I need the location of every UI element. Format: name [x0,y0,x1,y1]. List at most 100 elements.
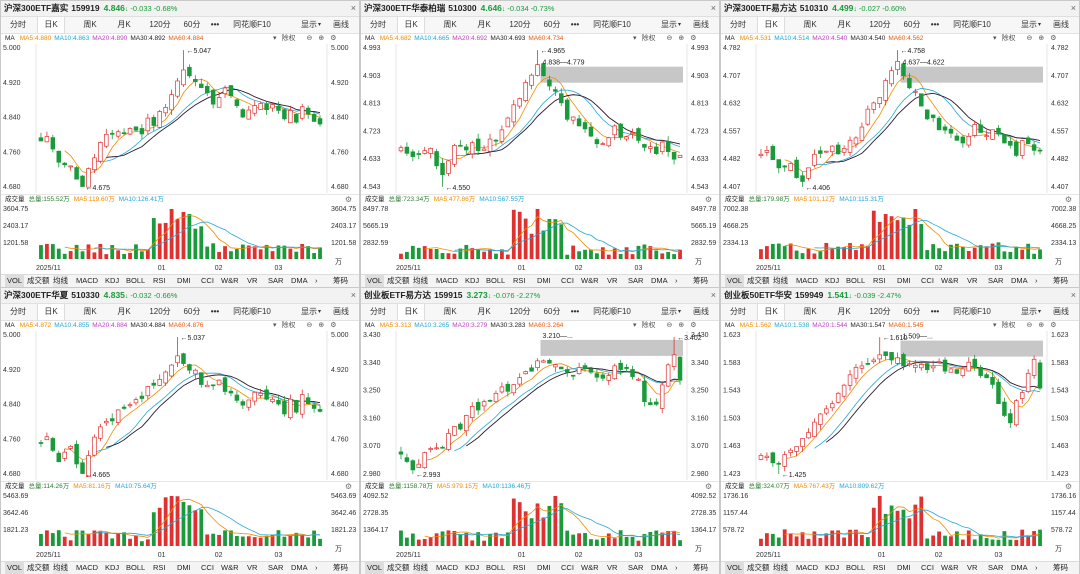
more-indicators-button[interactable]: › [315,276,318,285]
period-tab[interactable]: 月K [117,20,131,29]
more-periods-button[interactable]: ••• [570,20,580,29]
chevron-down-icon[interactable]: ▾ [633,35,639,42]
zoom-out-icon[interactable]: ⊖ [666,35,673,42]
adjust-toggle[interactable]: 除权 [641,322,656,329]
settings-icon[interactable]: ⚙ [690,322,697,329]
settings-icon[interactable]: ⚙ [1050,35,1057,42]
indicator-tab[interactable]: SAR [628,276,644,285]
kline-chart[interactable]: 5.000 5.000 4.920 4.920 4.840 4.840 4.760 4.760… [1,1,359,287]
close-panel-button[interactable]: × [710,290,716,300]
zoom-in-icon[interactable]: ⊕ [318,322,325,329]
indicator-tab[interactable]: VOL [725,275,745,287]
f10-tab[interactable]: 同花顺F10 [233,307,271,316]
period-tab[interactable]: 周K [83,20,97,29]
volume-settings-icon[interactable]: ⚙ [344,195,352,204]
kline-chart[interactable]: 3.430 3.430 3.340 3.340 3.250 3.250 3.160 3.160… [361,288,719,574]
indicator-tab[interactable]: CCI [561,276,574,285]
adjust-toggle[interactable]: 除权 [281,35,296,42]
display-menu[interactable]: 显示 [1021,20,1037,29]
period-tab[interactable]: 分时 [10,307,26,316]
indicator-tab[interactable]: SAR [268,276,284,285]
volume-settings-icon[interactable]: ⚙ [1064,482,1072,491]
adjust-toggle[interactable]: 除权 [1001,35,1016,42]
indicator-tab[interactable]: DMA [651,276,668,285]
more-periods-button[interactable]: ••• [210,20,220,29]
indicator-tab[interactable]: CCI [201,276,214,285]
indicator-tab[interactable]: W&R [941,563,959,572]
indicator-tab[interactable]: DMI [177,276,191,285]
indicator-tab[interactable]: 均线 [773,275,788,287]
indicator-tab[interactable]: CCI [201,563,214,572]
indicator-tab[interactable]: DMI [177,563,191,572]
close-panel-button[interactable]: × [1070,3,1076,13]
indicator-tab[interactable]: KDJ [465,563,480,572]
indicator-tab[interactable]: 成交额 [387,563,410,572]
indicator-tab[interactable]: VR [967,276,978,285]
indicator-tab[interactable]: 均线 [413,562,428,574]
period-tab[interactable]: 月K [837,307,851,316]
indicator-tab[interactable]: VOL [725,562,745,574]
indicator-tab[interactable]: MACD [436,563,459,572]
zoom-in-icon[interactable]: ⊕ [1038,322,1045,329]
chevron-down-icon[interactable]: ▾ [633,322,639,329]
indicator-tab[interactable]: W&R [221,563,239,572]
indicator-tab[interactable]: DMA [291,563,308,572]
f10-tab[interactable]: 同花顺F10 [953,307,991,316]
more-periods-button[interactable]: ••• [210,307,220,316]
indicator-tab[interactable]: DMI [897,563,911,572]
indicator-tab[interactable]: RSI [513,276,526,285]
period-tab[interactable]: 分时 [370,307,386,316]
period-tab[interactable]: 120分 [509,20,531,29]
more-periods-button[interactable]: ••• [570,307,580,316]
indicator-tab[interactable]: BOLL [846,276,866,285]
f10-tab[interactable]: 同花顺F10 [593,307,631,316]
zoom-out-icon[interactable]: ⊖ [1026,322,1033,329]
indicator-tab[interactable]: W&R [941,276,959,285]
indicator-tab[interactable]: KDJ [105,276,120,285]
volume-settings-icon[interactable]: ⚙ [704,195,712,204]
period-tab[interactable]: 月K [837,20,851,29]
indicator-tab[interactable]: CCI [561,563,574,572]
period-tab[interactable]: 日K [757,304,785,320]
chart-panel[interactable]: 沪深300ETF华夏 510330 4.835↓ -0.032 -0.66% × 分时 日K 周… [1,288,359,574]
indicator-tab[interactable]: DMA [291,276,308,285]
indicator-tab[interactable]: KDJ [465,276,480,285]
zoom-in-icon[interactable]: ⊕ [678,322,685,329]
period-tab[interactable]: 60分 [543,20,561,29]
draw-line-menu[interactable]: 画线 [693,20,709,29]
indicator-tab[interactable]: 成交额 [27,276,50,285]
indicator-tab[interactable]: VR [247,276,258,285]
display-menu[interactable]: 显示 [301,20,317,29]
indicator-tab[interactable]: DMA [1011,563,1028,572]
period-tab[interactable]: 分时 [730,307,746,316]
indicator-tab[interactable]: VOL [5,562,25,574]
indicator-tab[interactable]: W&R [221,276,239,285]
chart-panel[interactable]: 创业板50ETF华安 159949 1.541↓ -0.039 -2.47% × 分时 日K 周… [721,288,1079,574]
indicator-tab[interactable]: DMA [1011,276,1028,285]
chart-panel[interactable]: 沪深300ETF嘉实 159919 4.846↓ -0.033 -0.68% × 分时 日K 周… [1,1,359,287]
chip-distribution-button[interactable]: 筹码 [333,563,348,572]
chip-distribution-button[interactable]: 筹码 [693,276,708,285]
indicator-tab[interactable]: 均线 [413,275,428,287]
chart-panel[interactable]: 沪深300ETF易方达 510310 4.499↓ -0.027 -0.60% × 分时 日K… [721,1,1079,287]
period-tab[interactable]: 月K [477,307,491,316]
period-tab[interactable]: 周K [83,307,97,316]
zoom-in-icon[interactable]: ⊕ [678,35,685,42]
f10-tab[interactable]: 同花顺F10 [953,20,991,29]
chevron-down-icon[interactable]: ▾ [993,35,999,42]
kline-chart[interactable]: 5.000 5.000 4.920 4.920 4.840 4.840 4.760 4.760… [1,288,359,574]
period-tab[interactable]: 60分 [183,307,201,316]
indicator-tab[interactable]: BOLL [126,563,146,572]
draw-line-menu[interactable]: 画线 [1053,307,1069,316]
f10-tab[interactable]: 同花顺F10 [233,20,271,29]
indicator-tab[interactable]: RSI [153,563,166,572]
indicator-tab[interactable]: MACD [76,563,99,572]
indicator-tab[interactable]: BOLL [486,276,506,285]
indicator-tab[interactable]: DMI [537,276,551,285]
close-panel-button[interactable]: × [350,290,356,300]
period-tab[interactable]: 月K [477,20,491,29]
indicator-tab[interactable]: BOLL [126,276,146,285]
indicator-tab[interactable]: MACD [796,563,819,572]
period-tab[interactable]: 120分 [869,307,891,316]
settings-icon[interactable]: ⚙ [330,322,337,329]
